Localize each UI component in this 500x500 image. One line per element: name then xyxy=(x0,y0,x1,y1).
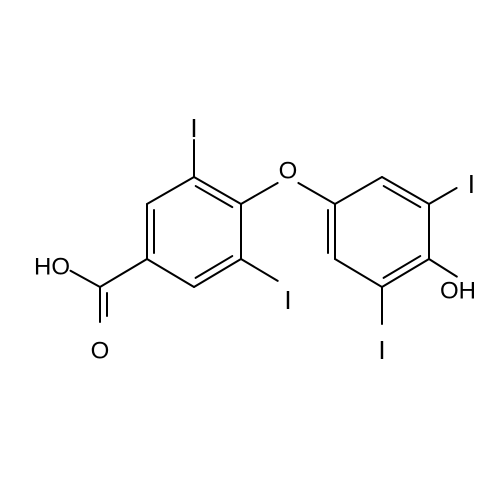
atom-label-I_a: I xyxy=(190,113,197,143)
atom-label-I_d: I xyxy=(468,169,475,199)
atom-label-I_b: I xyxy=(284,285,291,315)
label-layer: O I I I I OH O HO xyxy=(34,113,476,365)
chemical-structure-diagram: O I I I I OH O HO xyxy=(0,0,500,500)
atom-label-OH: OH xyxy=(440,277,476,304)
atom-label-I_c: I xyxy=(378,335,385,365)
atom-label-O15: O xyxy=(91,337,110,364)
atom-label-O16: HO xyxy=(34,253,70,280)
atom-label-O7: O xyxy=(279,157,298,184)
bond-layer xyxy=(71,140,457,324)
